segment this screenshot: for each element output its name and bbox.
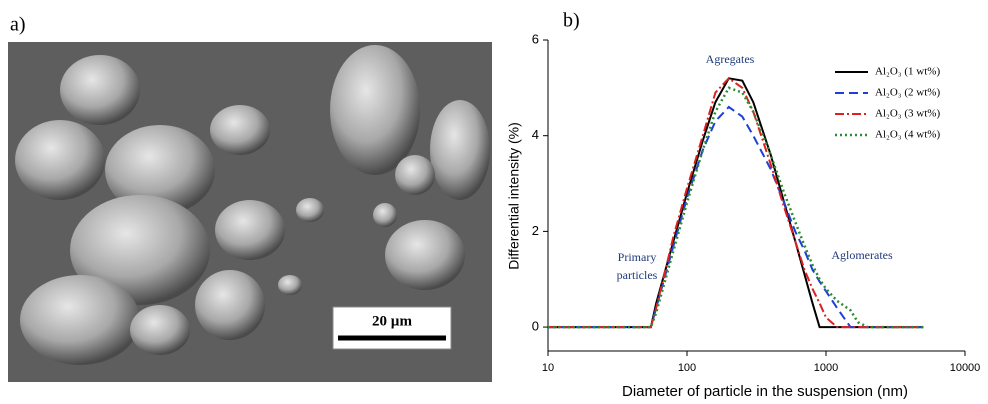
sem-image: 20 µm [8,42,492,382]
series-line [548,105,924,329]
series-line [548,76,924,329]
x-axis-label: Diameter of particle in the suspension (… [622,383,908,400]
legend-label: Al₂O₃ (1 wt%) [875,66,940,78]
legend-label: Al₂O₃ (3 wt%) [875,108,940,120]
y-tick-label: 4 [532,127,539,142]
legend-label: Al₂O₃ (2 wt%) [875,87,940,99]
x-tick-label: 100 [678,362,696,374]
annotation: Primary [618,250,657,264]
annotation: particles [617,268,658,282]
annotation: Agregates [706,52,755,66]
y-tick-label: 2 [532,223,539,238]
scale-bar-label: 20 µm [372,313,412,329]
y-tick-label: 0 [532,319,539,334]
panel-label: a) [10,14,26,36]
series-line [548,77,924,329]
legend-label: Al₂O₃ (4 wt%) [875,129,940,141]
series-line [548,86,924,329]
y-tick-label: 6 [532,31,539,46]
x-tick-label: 1000 [814,362,838,374]
x-tick-label: 10 [542,362,554,374]
y-axis-label: Differential intensity (%) [506,122,522,270]
x-tick-label: 10000 [950,362,981,374]
annotation: Aglomerates [831,248,893,262]
panel-label: b) [563,10,580,32]
